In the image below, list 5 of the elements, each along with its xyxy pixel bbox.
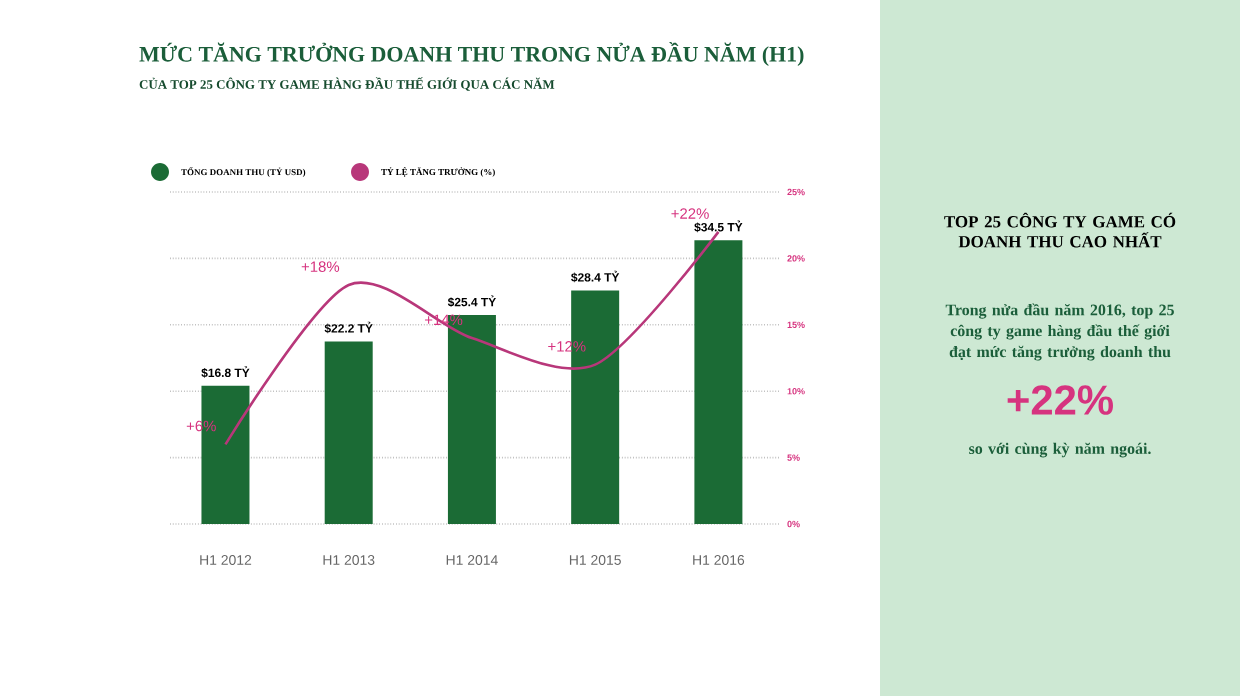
bar [324,341,373,525]
text: TOP 25 CÔNG TY GAME CÓ DOANH THU CAO NHẤT [944,212,1176,248]
chart-title: MỨC TĂNG TRƯỞNG DOANH THU TRONG NỬA ĐẦU NĂM (H1) [139,41,804,67]
bar [694,240,743,525]
text: +22% [1007,385,1113,415]
